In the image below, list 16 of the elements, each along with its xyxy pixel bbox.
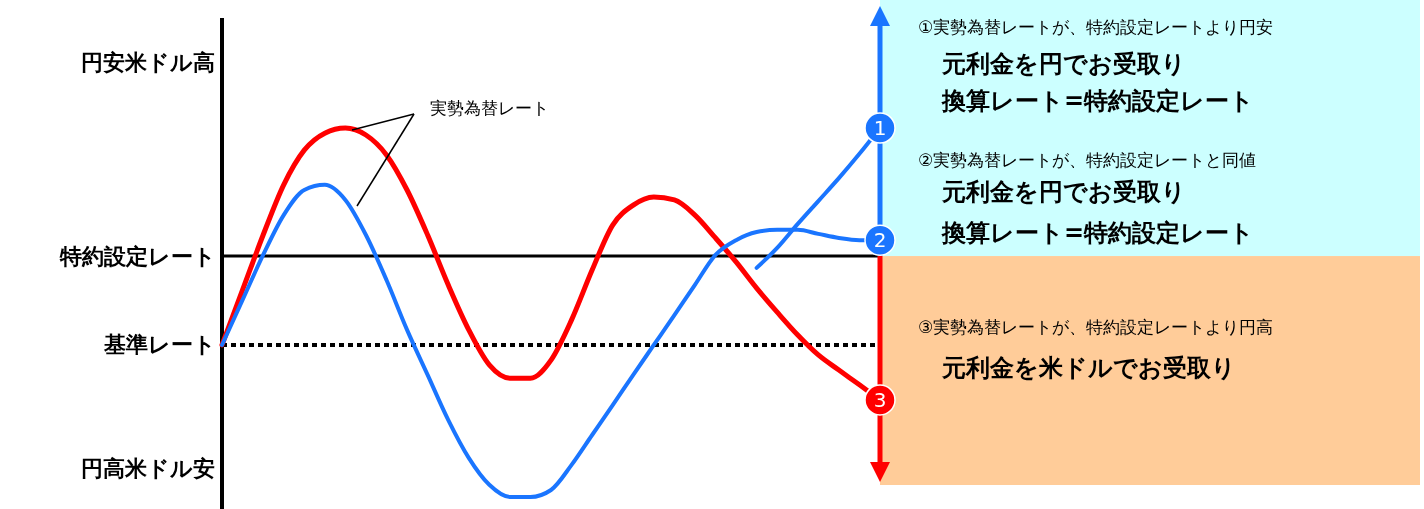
- text: 円高米ドル安: [81, 455, 215, 481]
- text: ①実勢為替レートが、特約設定レートより円安: [918, 17, 1274, 37]
- annotation: 3: [873, 387, 887, 412]
- annotation: 2: [873, 228, 887, 253]
- ref-line-label: 基準レート: [103, 332, 216, 358]
- text: 換算レート=特約設定レート: [941, 219, 1255, 247]
- annotation: 1: [873, 116, 887, 140]
- text: 実勢為替レート: [430, 98, 549, 118]
- text: 元利金を円でお受取り: [941, 50, 1186, 78]
- text: 換算レート=特約設定レート: [941, 87, 1255, 115]
- text: 円安米ドル高: [81, 49, 215, 75]
- text: ②実勢為替レートが、特約設定レートと同値: [918, 150, 1257, 170]
- text: ③実勢為替レートが、特約設定レートより円高: [918, 317, 1274, 337]
- ref-line-label: 特約設定レート: [59, 243, 216, 269]
- text: 元利金を米ドルでお受取り: [941, 354, 1236, 382]
- text: 元利金を円でお受取り: [941, 178, 1186, 206]
